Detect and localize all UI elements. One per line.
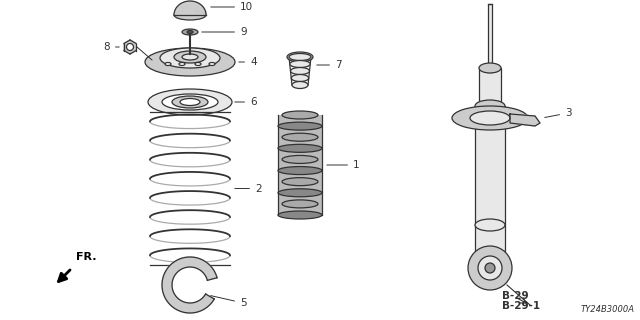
- Ellipse shape: [289, 53, 311, 60]
- Bar: [278, 115, 322, 215]
- Ellipse shape: [278, 211, 322, 219]
- Bar: [475, 106, 505, 225]
- Ellipse shape: [165, 62, 171, 66]
- Circle shape: [468, 246, 512, 290]
- Bar: [475, 225, 505, 251]
- Text: 2: 2: [235, 183, 262, 194]
- Ellipse shape: [292, 82, 308, 89]
- Ellipse shape: [479, 101, 501, 111]
- Text: 9: 9: [202, 27, 246, 37]
- Ellipse shape: [278, 166, 322, 174]
- Text: TY24B3000A: TY24B3000A: [581, 305, 635, 314]
- Ellipse shape: [160, 48, 220, 68]
- Ellipse shape: [479, 63, 501, 73]
- Ellipse shape: [475, 219, 505, 231]
- Ellipse shape: [180, 99, 200, 106]
- Text: FR.: FR.: [76, 252, 97, 262]
- Text: 3: 3: [545, 108, 572, 118]
- Ellipse shape: [174, 10, 206, 20]
- Ellipse shape: [290, 60, 310, 68]
- Ellipse shape: [187, 30, 193, 34]
- Ellipse shape: [282, 111, 318, 119]
- Ellipse shape: [182, 29, 198, 35]
- Ellipse shape: [278, 144, 322, 152]
- Ellipse shape: [182, 54, 198, 60]
- Text: 6: 6: [235, 97, 257, 107]
- Text: B-29-1: B-29-1: [502, 301, 540, 311]
- Circle shape: [478, 256, 502, 280]
- Text: B-29: B-29: [502, 291, 529, 301]
- Ellipse shape: [278, 189, 322, 197]
- Polygon shape: [510, 114, 540, 126]
- Ellipse shape: [278, 122, 322, 130]
- Ellipse shape: [452, 106, 528, 130]
- Polygon shape: [124, 40, 136, 54]
- Ellipse shape: [195, 62, 201, 66]
- Text: 1: 1: [327, 160, 360, 170]
- Text: 5: 5: [211, 296, 246, 308]
- Circle shape: [485, 263, 495, 273]
- Text: 7: 7: [317, 60, 342, 70]
- Bar: [479, 68, 501, 106]
- Ellipse shape: [282, 133, 318, 141]
- Ellipse shape: [282, 156, 318, 164]
- Ellipse shape: [287, 52, 313, 62]
- Polygon shape: [162, 257, 217, 313]
- Circle shape: [127, 44, 134, 51]
- Ellipse shape: [172, 96, 208, 108]
- Ellipse shape: [148, 89, 232, 115]
- Ellipse shape: [174, 51, 206, 63]
- Ellipse shape: [209, 62, 215, 66]
- Ellipse shape: [291, 75, 308, 82]
- Text: 4: 4: [239, 57, 257, 67]
- Ellipse shape: [475, 100, 505, 112]
- Ellipse shape: [282, 200, 318, 208]
- Ellipse shape: [162, 94, 218, 110]
- Ellipse shape: [291, 68, 310, 75]
- Text: 10: 10: [211, 2, 253, 12]
- Ellipse shape: [179, 62, 185, 66]
- Ellipse shape: [282, 178, 318, 186]
- Bar: [488, 4, 492, 72]
- Ellipse shape: [470, 111, 510, 125]
- Ellipse shape: [145, 48, 235, 76]
- Text: 8: 8: [104, 42, 119, 52]
